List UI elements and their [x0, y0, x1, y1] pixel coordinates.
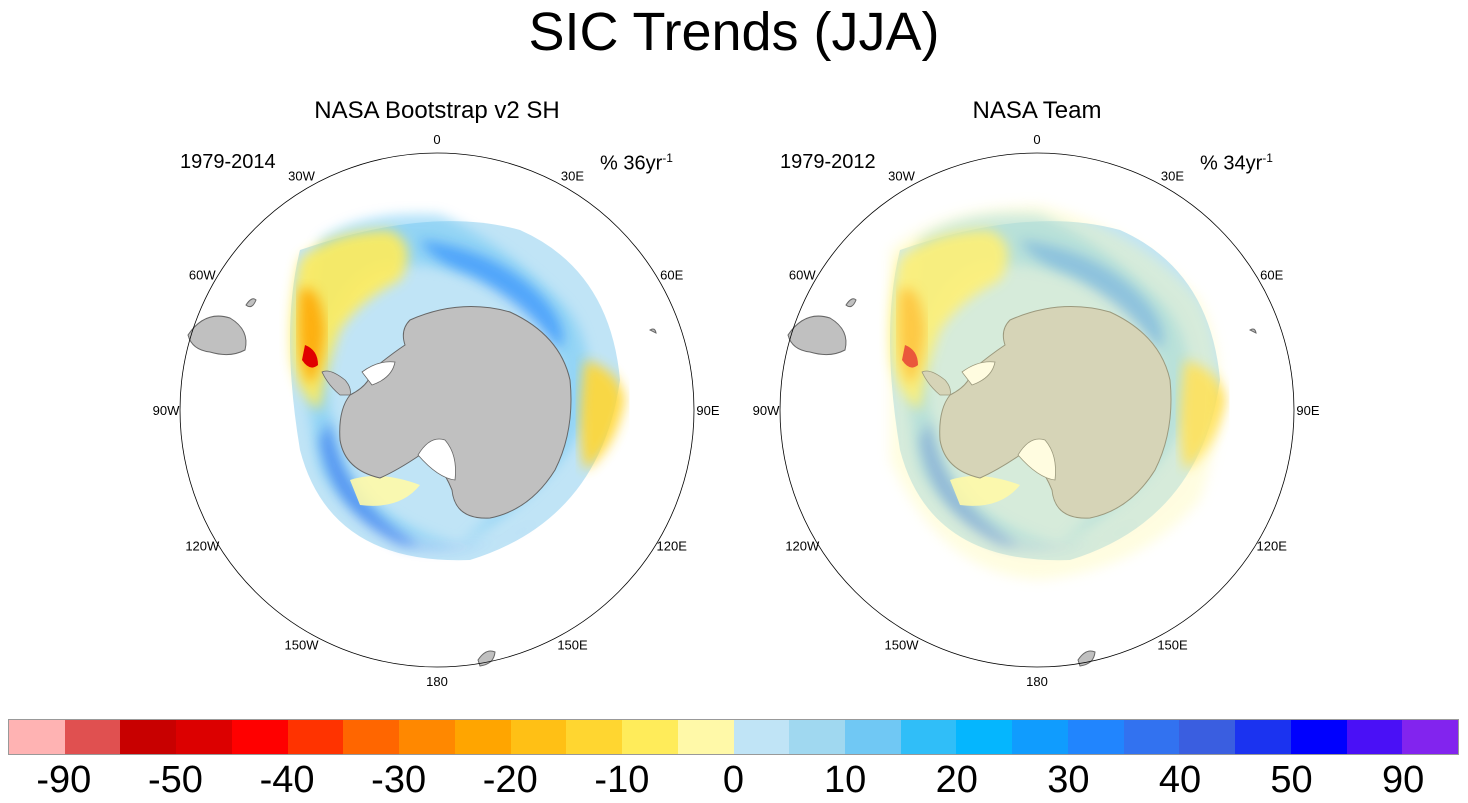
longitude-label: 0 [433, 132, 440, 147]
colorbar-cell [64, 720, 121, 754]
colorbar-cell [510, 720, 567, 754]
longitude-label: 30W [288, 168, 315, 183]
figure-title: SIC Trends (JJA) [528, 2, 940, 62]
longitude-label: 150W [285, 638, 320, 653]
colorbar-cell [733, 720, 790, 754]
longitude-label: 150W [885, 638, 920, 653]
colorbar-tick-label: 90 [1382, 759, 1425, 801]
longitude-label: 120W [185, 539, 220, 554]
colorbar-cell [1290, 720, 1347, 754]
longitude-label: 30W [888, 168, 915, 183]
longitude-label: 60W [789, 268, 816, 283]
units-team: % 34yr-1 [1200, 151, 1273, 175]
longitude-label: 150E [557, 638, 588, 653]
longitude-label: 90E [696, 403, 719, 418]
longitude-labels-bootstrap: 0 30E 60E 90E 120E 150E 180 150W 120W 90W 60W 30W [153, 132, 720, 689]
longitude-label: 150E [1157, 638, 1188, 653]
longitude-label: 180 [426, 674, 448, 689]
colorbar-cell [1123, 720, 1180, 754]
colorbar-cell [1402, 720, 1459, 754]
colorbar-tick-label: 0 [722, 759, 745, 801]
colorbar-tick-label: 10 [823, 759, 867, 801]
longitude-label: 60E [660, 268, 683, 283]
colorbar-cell [1067, 720, 1124, 754]
colorbar-tick-label: -30 [371, 759, 427, 801]
colorbar-tick-label: 30 [1047, 759, 1090, 801]
longitude-label: 60E [1260, 268, 1283, 283]
colorbar-cell [120, 720, 177, 754]
colorbar-cell [622, 720, 678, 754]
colorbar-cell [566, 720, 623, 754]
longitude-label: 90W [153, 403, 180, 418]
colorbar-cell [677, 720, 734, 754]
units-bootstrap: % 36yr-1 [600, 151, 673, 175]
colorbar-cell [287, 720, 344, 754]
colorbar-cell [1346, 720, 1403, 754]
colorbar-tick-label: 40 [1158, 759, 1202, 801]
longitude-label: 180 [1026, 674, 1048, 689]
colorbar-tick-label: -20 [482, 759, 538, 801]
panel-title-team: NASA Team [972, 97, 1102, 124]
longitude-label: 60W [189, 268, 216, 283]
map-panel-bootstrap [179, 152, 695, 668]
colorbar-cell [176, 720, 232, 754]
colorbar-cell [1179, 720, 1236, 754]
colorbar-tick-label: -10 [594, 759, 650, 801]
period-bootstrap: 1979-2014 [180, 151, 276, 173]
map-boundary-circle [779, 152, 1295, 668]
colorbar-cell [1012, 720, 1068, 754]
longitude-label: 90W [753, 403, 780, 418]
colorbar-cell [9, 720, 65, 754]
map-panel-team [779, 152, 1295, 668]
colorbar-tick-label: 50 [1270, 759, 1313, 801]
colorbar-cell [1235, 720, 1291, 754]
longitude-label: 120E [1257, 539, 1288, 554]
map-boundary-circle [179, 152, 695, 668]
colorbar-cell [845, 720, 901, 754]
longitude-labels-team: 0 30E 60E 90E 120E 150E 180 150W 120W 90W 60W 30W [753, 132, 1320, 689]
colorbar-tick-label: -90 [36, 759, 92, 801]
colorbar-cell [231, 720, 288, 754]
colorbar-cell [454, 720, 511, 754]
period-team: 1979-2012 [780, 151, 876, 173]
colorbar-cell [900, 720, 957, 754]
colorbar-cell [343, 720, 400, 754]
longitude-label: 120W [785, 539, 820, 554]
colorbar-tick-label: -40 [259, 759, 315, 801]
colorbar-cell [956, 720, 1013, 754]
longitude-label: 120E [657, 539, 688, 554]
colorbar-cell [789, 720, 846, 754]
colorbar-tick-label: 20 [935, 759, 978, 801]
longitude-label: 0 [1033, 132, 1040, 147]
colorbar-tick-label: -50 [147, 759, 203, 801]
longitude-label: 90E [1296, 403, 1319, 418]
longitude-label: 30E [1161, 168, 1184, 183]
panel-title-bootstrap: NASA Bootstrap v2 SH [314, 97, 560, 124]
colorbar-cell [399, 720, 455, 754]
colorbar [8, 719, 1459, 755]
longitude-label: 30E [561, 168, 584, 183]
